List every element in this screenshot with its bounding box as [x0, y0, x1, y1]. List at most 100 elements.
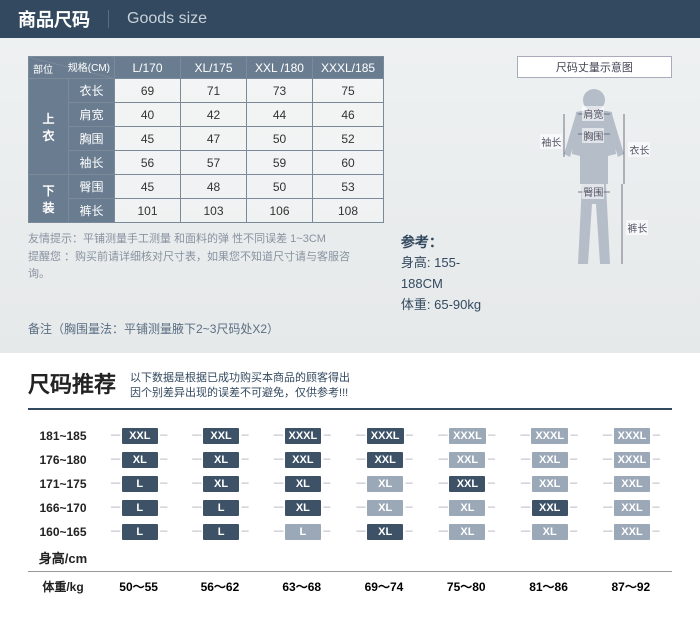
size-tag: XXXL — [614, 428, 651, 444]
size-tag: XXL — [203, 428, 239, 444]
rec-cell: ----XXL--- — [425, 472, 507, 496]
weight-label: 81～86 — [507, 571, 589, 599]
size-cell: 45 — [115, 127, 181, 151]
rec-cell: ----XXL--- — [261, 448, 343, 472]
size-tag: XXXL — [367, 428, 404, 444]
size-tag: XXL — [532, 500, 568, 516]
size-tag: XXL — [449, 476, 485, 492]
size-tag: XL — [367, 500, 403, 516]
size-cell: 40 — [115, 103, 181, 127]
weight-label: 50～55 — [98, 571, 179, 599]
size-cell: 50 — [247, 175, 313, 199]
label-length: 衣长 — [628, 142, 650, 157]
height-label: 181~185 — [28, 424, 98, 448]
height-label: 166~170 — [28, 496, 98, 520]
label-chest: 胸围 — [582, 128, 604, 143]
weight-label: 63～68 — [261, 571, 343, 599]
size-tag: XL — [367, 524, 403, 540]
row-label: 臀围 — [69, 175, 115, 199]
label-sleeve: 袖长 — [540, 134, 562, 149]
size-tag: XXXL — [285, 428, 322, 444]
weight-label: 56～62 — [179, 571, 260, 599]
size-col: XXXL/185 — [313, 57, 384, 79]
tip2: 提醒您 ：购买前请详细核对尺寸表，如果您不知道尺寸请与客服咨询。 — [28, 249, 361, 284]
size-tag: XL — [203, 452, 239, 468]
rec-cell: ----XXXL--- — [343, 424, 425, 448]
group-label: 上衣 — [29, 79, 69, 175]
size-cell: 69 — [115, 79, 181, 103]
notes-block: 友情提示：平铺测量手工测量 和面料的弹 性不同误差 1~3CM 提醒您 ：购买前… — [28, 231, 499, 339]
size-table: 部位规格(CM)L/170XL/175XXL /180XXXL/185 上衣衣长… — [28, 56, 384, 223]
size-cell: 57 — [181, 151, 247, 175]
size-tag: L — [285, 524, 321, 540]
rec-cell: ----XL--- — [343, 496, 425, 520]
size-cell: 75 — [313, 79, 384, 103]
rec-cell: ----XL--- — [98, 448, 179, 472]
row-label: 胸围 — [69, 127, 115, 151]
size-cell: 52 — [313, 127, 384, 151]
rec-cell: ----XL--- — [343, 472, 425, 496]
size-col: XXL /180 — [247, 57, 313, 79]
rec-cell: ----XXXL--- — [590, 448, 672, 472]
corner-part: 部位 — [33, 61, 53, 76]
size-tag: XL — [285, 476, 321, 492]
size-cell: 73 — [247, 79, 313, 103]
diagram-title: 尺码丈量示意图 — [517, 56, 672, 78]
row-label: 衣长 — [69, 79, 115, 103]
row-label: 肩宽 — [69, 103, 115, 127]
header-title-en: Goods size — [108, 10, 207, 28]
size-tag: XXL — [532, 476, 568, 492]
weight-label: 87～92 — [590, 571, 672, 599]
size-tag: L — [203, 500, 239, 516]
weight-label: 75～80 — [425, 571, 507, 599]
size-tag: L — [122, 476, 158, 492]
size-tag: XXL — [614, 524, 650, 540]
rec-header: 尺码推荐 以下数据是根据已成功购买本商品的顾客得出 因个别差异出现的误差不可避免… — [28, 367, 672, 410]
rec-cell: ----L--- — [179, 496, 260, 520]
tip1: 友情提示：平铺测量手工测量 和面料的弹 性不同误差 1~3CM — [28, 231, 361, 249]
ref-height: 身高: 155-188CM — [401, 253, 499, 295]
size-cell: 101 — [115, 199, 181, 223]
rec-cell: ----XXL--- — [590, 472, 672, 496]
label-pant: 裤长 — [626, 220, 648, 235]
rec-title: 尺码推荐 — [28, 367, 116, 399]
size-tag: XXL — [614, 500, 650, 516]
rec-cell: ----XXXL--- — [507, 424, 589, 448]
corner-spec: 规格(CM) — [68, 59, 110, 74]
rec-cell: ----XXL--- — [343, 448, 425, 472]
rec-cell: ----XL--- — [425, 520, 507, 544]
size-cell: 47 — [181, 127, 247, 151]
rec-cell: ----XL--- — [261, 472, 343, 496]
header-bar: 商品尺码 Goods size — [0, 0, 700, 38]
rec-cell: ----XXL--- — [507, 496, 589, 520]
size-tag: L — [203, 524, 239, 540]
rec-cell: ----XL--- — [425, 496, 507, 520]
size-col: L/170 — [115, 57, 181, 79]
rec-cell: ----XXL--- — [425, 448, 507, 472]
size-cell: 108 — [313, 199, 384, 223]
size-cell: 42 — [181, 103, 247, 127]
height-label: 176~180 — [28, 448, 98, 472]
size-tag: XXXL — [614, 452, 651, 468]
size-tag: XL — [285, 500, 321, 516]
rec-cell: ----XXXL--- — [261, 424, 343, 448]
size-tag: XL — [122, 452, 158, 468]
size-section: 部位规格(CM)L/170XL/175XXL /180XXXL/185 上衣衣长… — [0, 38, 700, 353]
body-figure: 肩宽 胸围 袖长 衣长 臀围 裤长 — [534, 84, 654, 274]
size-table-wrap: 部位规格(CM)L/170XL/175XXL /180XXXL/185 上衣衣长… — [28, 56, 499, 339]
rec-cell: ----XXXL--- — [590, 424, 672, 448]
header-title-cn: 商品尺码 — [18, 6, 90, 32]
rec-cell: ----XXL--- — [590, 520, 672, 544]
group-label: 下装 — [29, 175, 69, 223]
ref-title: 参考： — [401, 231, 499, 253]
size-tag: XL — [532, 524, 568, 540]
ref-weight: 体重: 65-90kg — [401, 295, 499, 316]
weight-axis-label: 体重/kg — [28, 571, 98, 599]
size-tag: XXXL — [449, 428, 486, 444]
rec-cell: ----XXL--- — [590, 496, 672, 520]
size-cell: 106 — [247, 199, 313, 223]
rec-cell: ----XL--- — [261, 496, 343, 520]
size-tag: XL — [367, 476, 403, 492]
height-axis-label: 身高/cm — [28, 544, 98, 572]
size-cell: 45 — [115, 175, 181, 199]
